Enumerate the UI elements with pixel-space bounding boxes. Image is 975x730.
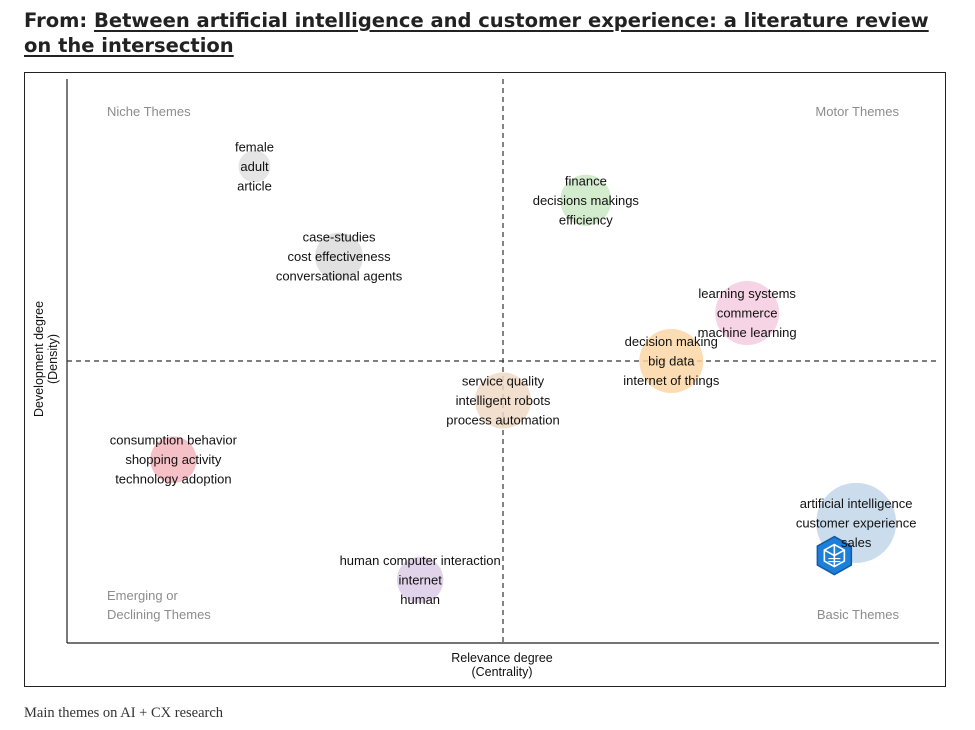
cluster-6-label-1: service quality <box>462 373 545 388</box>
figure-heading: From: Between artificial intelligence an… <box>24 8 954 58</box>
cluster-bubble-6 <box>475 372 531 429</box>
cluster-1-label-3: article <box>237 178 272 193</box>
cluster-1-label-2: adult <box>240 159 269 174</box>
cluster-8-label-2: internet <box>398 572 442 587</box>
cluster-9-label-3: sales <box>841 535 872 550</box>
cluster-3-label-2: decisions makings <box>533 193 640 208</box>
cluster-6-label-3: process automation <box>446 412 559 427</box>
cube-logo-icon <box>816 535 853 576</box>
cluster-8-label-3: human <box>400 592 440 607</box>
quadrant-label-top-right-1: Motor Themes <box>815 104 899 119</box>
cluster-bubble-4 <box>715 281 780 346</box>
cluster-7-label-2: shopping activity <box>125 452 222 467</box>
x-axis-label-1: Relevance degree <box>451 651 553 665</box>
cluster-7-label-3: technology adoption <box>115 472 231 487</box>
cluster-2-label-2: cost effectiveness <box>288 249 392 264</box>
cluster-bubble-7 <box>150 436 197 483</box>
cluster-1-label-1: female <box>235 139 274 154</box>
thematic-map-chart: female adult article case-studies cost effec… <box>32 79 939 679</box>
cluster-4-label-2: commerce <box>717 306 778 321</box>
heading-prefix: From: <box>24 9 94 32</box>
x-axis-label-2: (Centrality) <box>471 665 532 679</box>
cluster-bubble-2 <box>315 232 364 281</box>
cluster-bubble-5 <box>639 329 704 393</box>
cluster-5-label-1: decision making <box>625 334 718 349</box>
cluster-bubble-8 <box>396 556 444 604</box>
cluster-5-label-2: big data <box>648 354 695 369</box>
y-axis-label-2: (Density) <box>46 334 60 384</box>
quadrant-label-bottom-left-2: Declining Themes <box>107 607 211 622</box>
cluster-3-label-1: finance <box>565 173 607 188</box>
quadrant-label-top-left-1: Niche Themes <box>107 104 191 119</box>
cluster-7-label-1: consumption behavior <box>110 433 238 448</box>
cluster-4-label-3: machine learning <box>698 325 797 340</box>
cluster-4-label-1: learning systems <box>698 286 796 301</box>
cluster-6-label-2: intelligent robots <box>456 393 551 408</box>
cluster-5-label-3: internet of things <box>623 373 720 388</box>
cluster-2-label-3: conversational agents <box>276 269 403 284</box>
cluster-bubble-3 <box>560 174 612 226</box>
cluster-3-label-3: efficiency <box>559 212 613 227</box>
quadrant-label-bottom-left-1: Emerging or <box>107 588 178 603</box>
figure-frame: female adult article case-studies cost effec… <box>24 72 946 687</box>
cluster-2-label-1: case-studies <box>303 230 376 245</box>
cluster-9-label-1: artificial intelligence <box>800 496 913 511</box>
article-title-link[interactable]: Between artificial intelligence and cust… <box>24 9 929 57</box>
cluster-9-label-2: customer experience <box>796 515 917 530</box>
cluster-bubble-1 <box>238 150 271 183</box>
quadrant-label-bottom-right-1: Basic Themes <box>817 607 900 622</box>
figure-caption: Main themes on AI + CX research <box>24 705 224 721</box>
y-axis-label-1: Development degree <box>32 301 46 417</box>
cluster-8-label-1: human computer interaction <box>340 553 501 568</box>
